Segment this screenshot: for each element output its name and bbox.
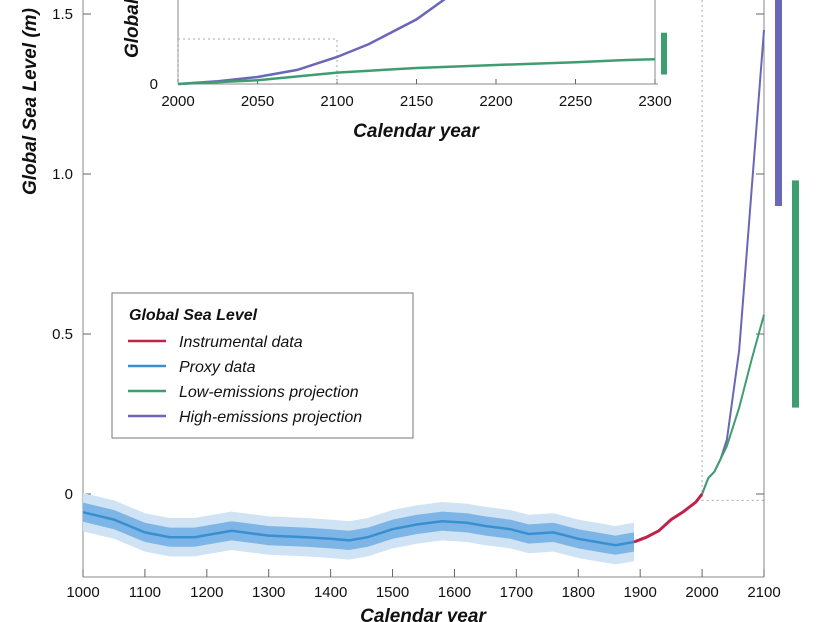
y-tick-label: 1.0 [52, 166, 73, 183]
instrumental-data-line [633, 493, 704, 544]
inset-x-axis-label: Calendar year [353, 121, 480, 142]
legend-title: Global Sea Level [129, 307, 258, 324]
x-tick-label: 1500 [376, 584, 409, 601]
y-tick-label: 1.5 [52, 6, 73, 23]
legend-item-high: High-emissions projection [179, 409, 362, 426]
inset-x-tick-label: 2100 [320, 93, 353, 110]
inset-low-emissions-line [177, 58, 656, 86]
x-tick-label: 1400 [314, 584, 347, 601]
inset-x-tick-label: 2000 [161, 93, 194, 110]
inset-x-tick-label: 2300 [638, 93, 671, 110]
zoom-region-box [701, 0, 764, 501]
inset-x-tick-label: 2200 [479, 93, 512, 110]
x-tick-label: 1100 [129, 584, 161, 601]
x-tick-label: 2000 [685, 584, 718, 601]
main-y-axis-label: Global Sea Level (m) [20, 8, 41, 195]
inset-x-tick-label: 2050 [241, 93, 274, 110]
proxy-inner-band [83, 502, 634, 555]
inset-high-emissions-line [177, 0, 446, 86]
legend: Global Sea Level Instrumental data Proxy… [111, 292, 414, 439]
legend-item-instrumental: Instrumental data [179, 334, 303, 351]
x-tick-label: 1900 [623, 584, 656, 601]
main-plot: 1000 1100 1200 1300 1400 1500 1600 1700 1800 1900… [52, 0, 799, 601]
x-tick-label: 1200 [190, 584, 223, 601]
x-tick-label: 1600 [438, 584, 471, 601]
inset-x-tick-label: 2150 [400, 93, 433, 110]
main-x-axis-label: Calendar year [360, 606, 487, 622]
proxy-data-line [82, 510, 635, 547]
inset-plot: 2000 2050 2100 2150 2200 2250 2300 0 [150, 0, 672, 110]
y-tick-label: 0 [65, 486, 73, 503]
inset-low-emissions-range-bar [661, 32, 667, 75]
x-tick-label: 2100 [747, 584, 780, 601]
x-tick-label: 1000 [66, 584, 99, 601]
legend-item-proxy: Proxy data [179, 359, 256, 376]
y-tick-label: 0.5 [52, 326, 73, 343]
high-emissions-range-bar [775, 0, 782, 206]
low-emissions-range-bar [792, 180, 799, 408]
legend-item-low: Low-emissions projection [179, 384, 359, 401]
proxy-outer-band [83, 493, 634, 565]
inset-y-tick-label: 0 [150, 76, 158, 93]
low-emissions-line [701, 314, 765, 495]
x-tick-label: 1800 [562, 584, 595, 601]
x-tick-label: 1300 [252, 584, 285, 601]
inset-y-axis-label: Global Sea Level (m) [122, 0, 143, 58]
inset-zoom-box [177, 38, 338, 84]
inset-x-tick-label: 2250 [559, 93, 592, 110]
x-tick-label: 1700 [500, 584, 533, 601]
